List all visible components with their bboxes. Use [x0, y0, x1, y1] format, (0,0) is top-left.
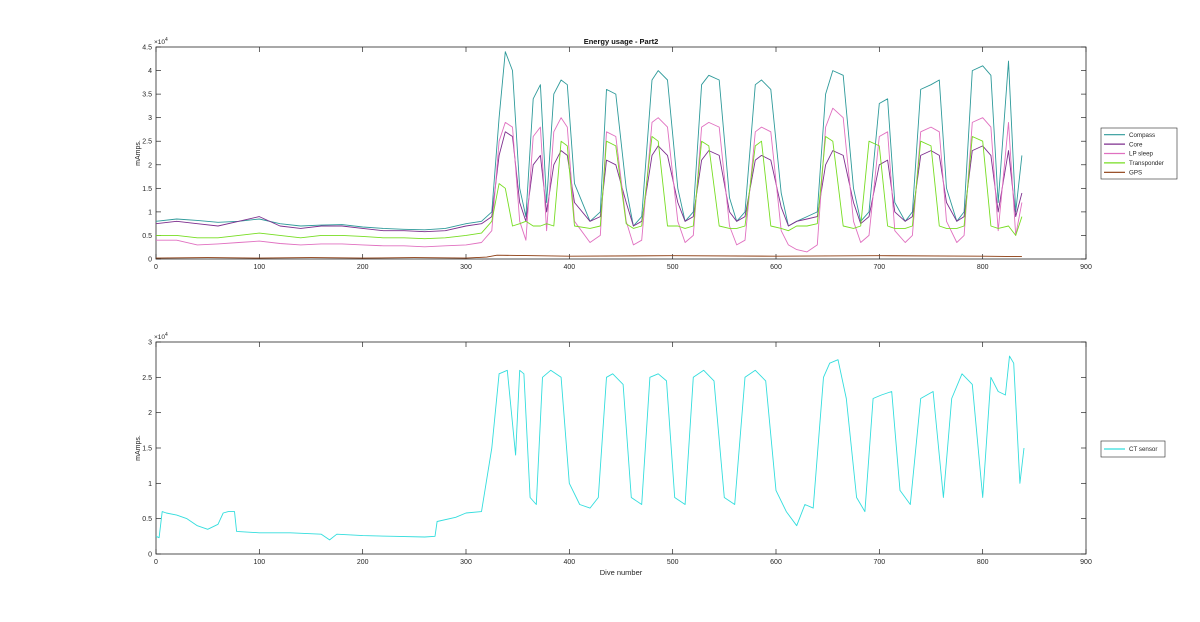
x-tick-label: 900 [1080, 264, 1092, 271]
x-tick-label: 600 [770, 264, 782, 271]
x-tick-label: 900 [1080, 559, 1092, 566]
legend-label: Compass [1129, 132, 1155, 139]
x-tick-label: 700 [873, 264, 885, 271]
x-tick-label: 800 [977, 264, 989, 271]
x-tick-label: 0 [154, 264, 158, 271]
y-tick-label: 4.5 [142, 45, 152, 52]
x-tick-label: 600 [770, 559, 782, 566]
x-tick-label: 500 [667, 559, 679, 566]
x-tick-label: 200 [357, 559, 369, 566]
plot-area [155, 341, 1087, 555]
exponent-power: 4 [165, 332, 168, 338]
y-tick-label: 4 [148, 68, 152, 75]
y-tick-label: 0 [148, 552, 152, 559]
x-tick-label: 800 [977, 559, 989, 566]
y-tick-label: 2 [148, 162, 152, 169]
x-tick-label: 700 [873, 559, 885, 566]
x-tick-label: 0 [154, 559, 158, 566]
plot-area [155, 46, 1087, 260]
x-tick-label: 200 [357, 264, 369, 271]
y-tick-label: 3 [148, 340, 152, 347]
y-tick-label: 1 [148, 481, 152, 488]
y-axis-label: mAmps. [135, 140, 142, 166]
bottom-chart: 0 100 200 300 400 500 600 700 800 900 0 0.5 1 1.5 2 2.5… [135, 332, 1166, 577]
y-tick-label: 2.5 [142, 375, 152, 382]
y-tick-label: 1 [148, 209, 152, 216]
exponent-power: 4 [165, 37, 168, 43]
series-line-core [155, 131, 1023, 233]
chart-title: Energy usage - Part2 [584, 37, 659, 46]
x-tick-label: 300 [460, 559, 472, 566]
series-line-ct-sensor [155, 355, 1025, 541]
legend-label: LP sleep [1129, 151, 1154, 158]
x-tick-label: 400 [563, 264, 575, 271]
series-line-transponder [156, 136, 1023, 240]
y-exponent-label: ×104 [154, 37, 168, 46]
series-line-lp-sleep [156, 107, 1023, 253]
top-chart: 0 100 200 300 400 500 600 700 800 900 0 0.5 1 1.5 2 2.5… [135, 37, 1178, 271]
series-line-compass [155, 51, 1023, 231]
y-exponent-label: ×104 [154, 332, 168, 341]
y-tick-label: 3.5 [142, 92, 152, 99]
y-tick-label: 3 [148, 115, 152, 122]
y-tick-label: 1.5 [142, 446, 152, 453]
legend-box [1100, 440, 1166, 458]
y-tick-label: 1.5 [142, 186, 152, 193]
x-tick-label: 100 [253, 559, 265, 566]
legend-label: Transponder [1129, 160, 1164, 167]
legend-label: CT sensor [1129, 446, 1157, 453]
y-tick-label: 0 [148, 257, 152, 264]
legend-label: Core [1129, 141, 1143, 148]
exponent-base: ×10 [154, 334, 165, 341]
y-tick-label: 2.5 [142, 139, 152, 146]
x-tick-label: 500 [667, 264, 679, 271]
x-tick-label: 400 [563, 559, 575, 566]
series-line-gps [155, 254, 1022, 259]
x-tick-label: 300 [460, 264, 472, 271]
y-tick-label: 0.5 [142, 233, 152, 240]
y-tick-label: 0.5 [142, 516, 152, 523]
y-tick-label: 2 [148, 410, 152, 417]
legend-label: GPS [1129, 170, 1142, 177]
exponent-base: ×10 [154, 39, 165, 46]
x-axis-label: Dive number [600, 568, 643, 577]
y-axis-label: mAmps. [135, 435, 142, 461]
x-tick-label: 100 [253, 264, 265, 271]
